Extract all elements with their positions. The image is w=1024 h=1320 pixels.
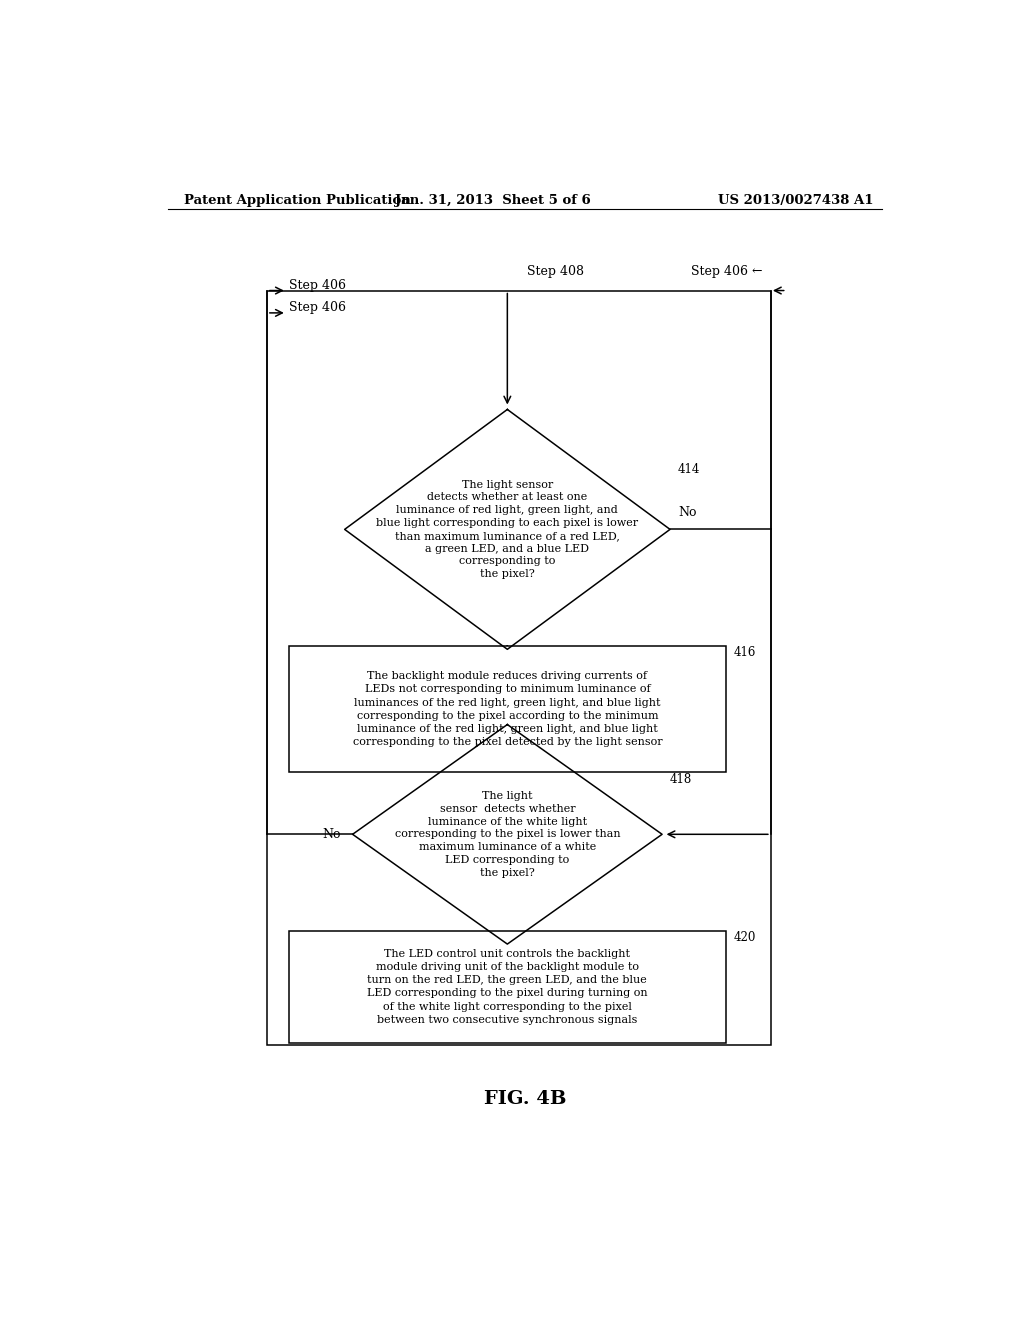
Bar xyxy=(289,931,726,1043)
Text: Step 406: Step 406 xyxy=(289,279,346,292)
Text: The light sensor
detects whether at least one
luminance of red light, green ligh: The light sensor detects whether at leas… xyxy=(376,479,638,579)
Text: Patent Application Publication: Patent Application Publication xyxy=(183,194,411,207)
Text: 418: 418 xyxy=(670,774,692,785)
Text: The light
sensor  detects whether
luminance of the white light
corresponding to : The light sensor detects whether luminan… xyxy=(394,791,621,878)
Text: Step 408: Step 408 xyxy=(527,265,584,279)
Text: FIG. 4B: FIG. 4B xyxy=(483,1089,566,1107)
Text: The LED control unit controls the backlight
module driving unit of the backlight: The LED control unit controls the backli… xyxy=(367,949,647,1024)
Bar xyxy=(289,647,726,772)
Text: 416: 416 xyxy=(733,647,756,659)
Text: Step 406: Step 406 xyxy=(289,301,346,314)
Text: Step 406 ←: Step 406 ← xyxy=(691,265,763,279)
Text: US 2013/0027438 A1: US 2013/0027438 A1 xyxy=(719,194,873,207)
Text: 420: 420 xyxy=(733,931,756,944)
Bar xyxy=(267,290,771,1044)
Text: The backlight module reduces driving currents of
LEDs not corresponding to minim: The backlight module reduces driving cur… xyxy=(352,672,663,747)
Text: No: No xyxy=(323,828,341,841)
Text: No: No xyxy=(678,507,696,519)
Text: Yes: Yes xyxy=(519,952,540,965)
Text: 414: 414 xyxy=(678,463,700,477)
Text: Yes: Yes xyxy=(519,657,540,671)
Text: Jan. 31, 2013  Sheet 5 of 6: Jan. 31, 2013 Sheet 5 of 6 xyxy=(395,194,591,207)
